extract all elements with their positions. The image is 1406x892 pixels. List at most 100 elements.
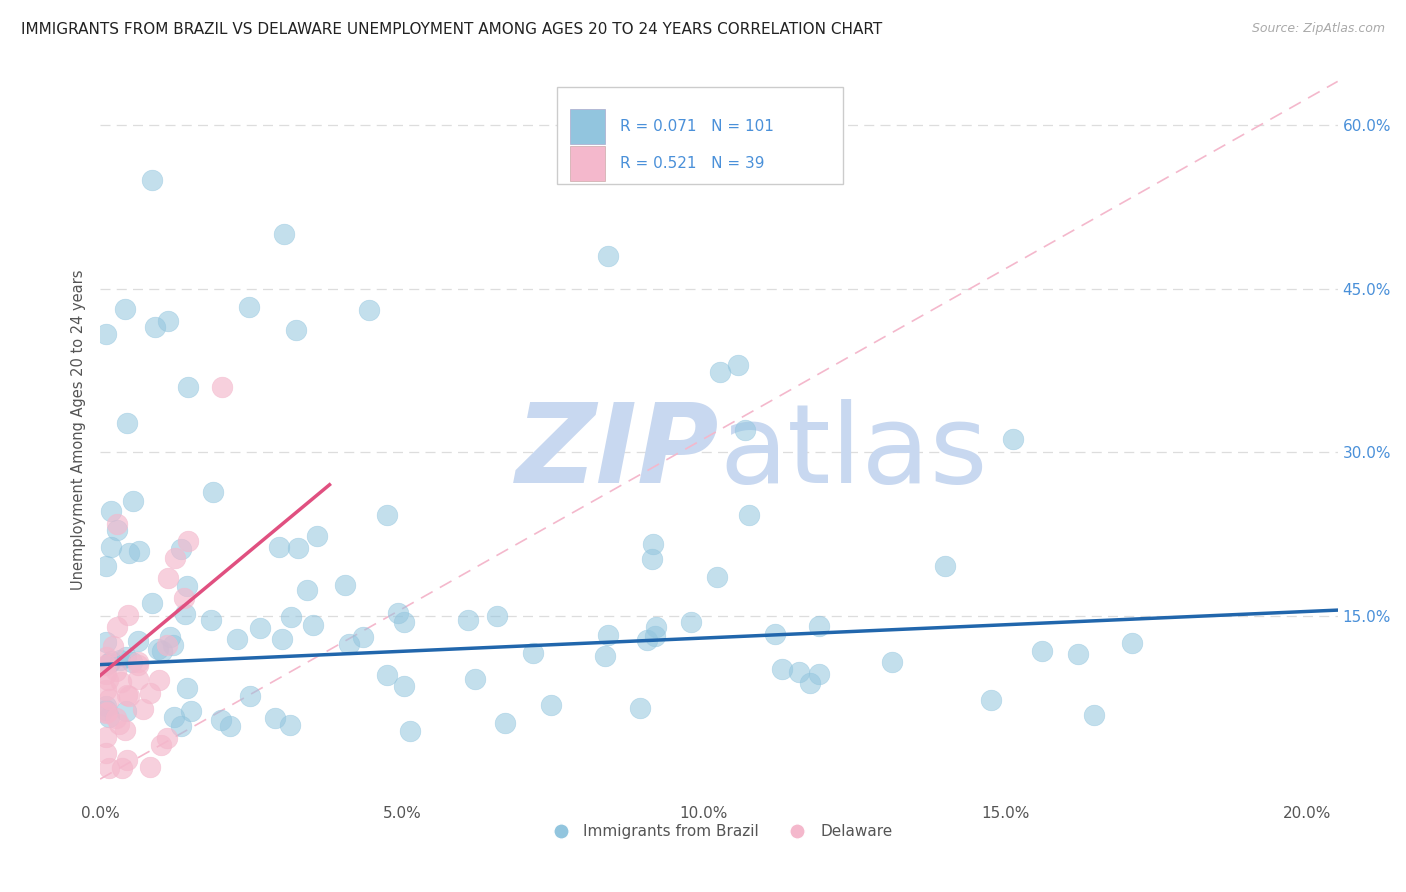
Point bbox=[100, 540, 122, 554]
Point bbox=[100, 503, 122, 517]
Point bbox=[302, 618, 325, 632]
Point bbox=[457, 613, 479, 627]
Point bbox=[105, 517, 128, 532]
Point bbox=[1121, 636, 1143, 650]
Point bbox=[644, 630, 666, 644]
Point bbox=[226, 632, 249, 646]
Point bbox=[115, 688, 138, 702]
Point bbox=[118, 546, 141, 560]
Point bbox=[114, 723, 136, 737]
Point bbox=[1066, 647, 1088, 661]
Point bbox=[352, 630, 374, 644]
Point bbox=[96, 698, 118, 713]
Point bbox=[934, 558, 956, 573]
Point bbox=[118, 689, 141, 703]
Point bbox=[709, 365, 731, 379]
Point bbox=[200, 613, 222, 627]
Point bbox=[522, 646, 544, 660]
FancyBboxPatch shape bbox=[557, 87, 842, 184]
Point bbox=[180, 705, 202, 719]
Point bbox=[111, 761, 134, 775]
Point bbox=[644, 620, 666, 634]
Point bbox=[706, 570, 728, 584]
Point bbox=[105, 664, 128, 678]
Point bbox=[96, 658, 118, 673]
Point bbox=[150, 644, 173, 658]
Point bbox=[98, 761, 121, 775]
Point bbox=[494, 715, 516, 730]
Point bbox=[141, 596, 163, 610]
Point bbox=[485, 609, 508, 624]
Point bbox=[636, 633, 658, 648]
Point bbox=[787, 665, 810, 680]
Point bbox=[297, 582, 319, 597]
Point bbox=[96, 558, 118, 573]
Point bbox=[163, 550, 186, 565]
Point bbox=[882, 655, 904, 669]
Point bbox=[1002, 432, 1025, 446]
Point bbox=[143, 319, 166, 334]
Point bbox=[628, 700, 651, 714]
Point bbox=[387, 606, 409, 620]
Point bbox=[799, 676, 821, 690]
Point bbox=[307, 529, 329, 543]
Text: atlas: atlas bbox=[718, 399, 987, 506]
Point bbox=[201, 484, 224, 499]
Point bbox=[727, 358, 749, 372]
Point bbox=[104, 711, 127, 725]
Point bbox=[98, 692, 121, 706]
Point bbox=[271, 632, 294, 646]
FancyBboxPatch shape bbox=[571, 109, 605, 145]
Point bbox=[337, 637, 360, 651]
Point bbox=[105, 619, 128, 633]
Point bbox=[127, 655, 149, 669]
Point bbox=[641, 552, 664, 566]
Point bbox=[770, 662, 793, 676]
Point bbox=[96, 635, 118, 649]
Point bbox=[163, 710, 186, 724]
Point bbox=[155, 638, 177, 652]
Point bbox=[146, 641, 169, 656]
Point bbox=[96, 667, 118, 681]
Point bbox=[278, 718, 301, 732]
Text: R = 0.521   N = 39: R = 0.521 N = 39 bbox=[620, 156, 765, 171]
Point bbox=[139, 760, 162, 774]
Point bbox=[176, 579, 198, 593]
Point bbox=[100, 654, 122, 668]
Point bbox=[173, 591, 195, 605]
Point bbox=[377, 667, 399, 681]
Point bbox=[807, 619, 830, 633]
Point bbox=[96, 731, 118, 745]
Point bbox=[273, 227, 295, 241]
Point bbox=[157, 314, 180, 328]
Point bbox=[176, 533, 198, 548]
Point bbox=[681, 615, 703, 629]
Point bbox=[287, 541, 309, 555]
Point bbox=[209, 713, 232, 727]
Point bbox=[127, 633, 149, 648]
Point bbox=[738, 508, 761, 523]
Point bbox=[264, 711, 287, 725]
Point bbox=[117, 608, 139, 623]
Point bbox=[114, 301, 136, 316]
Point bbox=[156, 731, 179, 745]
Point bbox=[643, 537, 665, 551]
Point bbox=[398, 724, 420, 739]
Point bbox=[117, 416, 139, 430]
Point bbox=[110, 674, 132, 689]
Text: ZIP: ZIP bbox=[516, 399, 718, 506]
Point bbox=[249, 621, 271, 635]
Y-axis label: Unemployment Among Ages 20 to 24 years: Unemployment Among Ages 20 to 24 years bbox=[72, 270, 86, 591]
Point bbox=[96, 683, 118, 698]
Point bbox=[980, 692, 1002, 706]
Point bbox=[540, 698, 562, 712]
Point bbox=[394, 615, 416, 629]
Point bbox=[115, 649, 138, 664]
Point bbox=[170, 719, 193, 733]
Point bbox=[238, 300, 260, 314]
Point bbox=[156, 570, 179, 584]
Point bbox=[280, 609, 302, 624]
Point bbox=[96, 327, 118, 342]
FancyBboxPatch shape bbox=[571, 145, 605, 181]
Point bbox=[98, 710, 121, 724]
